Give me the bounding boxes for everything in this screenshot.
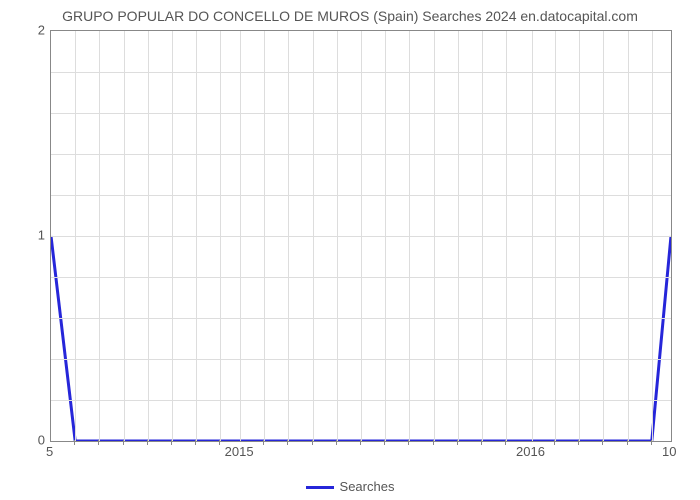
x-axis-minor-tick: [336, 440, 337, 445]
grid-line-vertical-minor: [458, 31, 459, 441]
x-axis-minor-tick: [481, 440, 482, 445]
x-axis-minor-tick: [433, 440, 434, 445]
grid-line-vertical-minor: [628, 31, 629, 441]
grid-line-vertical-minor: [361, 31, 362, 441]
chart-legend: Searches: [0, 479, 700, 494]
grid-line-vertical-minor: [652, 31, 653, 441]
x-axis-corner-left: 5: [46, 444, 53, 459]
y-axis-tick-label: 0: [38, 433, 45, 448]
x-axis-minor-tick: [602, 440, 603, 445]
grid-line-vertical: [532, 31, 533, 441]
grid-line-vertical: [240, 31, 241, 441]
grid-line-vertical-minor: [579, 31, 580, 441]
grid-line-vertical-minor: [172, 31, 173, 441]
grid-line-vertical-minor: [196, 31, 197, 441]
x-axis-minor-tick: [627, 440, 628, 445]
grid-line-vertical-minor: [434, 31, 435, 441]
y-axis-tick-label: 2: [38, 23, 45, 38]
x-axis-minor-tick: [408, 440, 409, 445]
x-axis-minor-tick: [195, 440, 196, 445]
x-axis-minor-tick: [457, 440, 458, 445]
grid-line-vertical-minor: [124, 31, 125, 441]
x-axis-tick-label: 2016: [516, 444, 545, 459]
grid-line-vertical-minor: [313, 31, 314, 441]
x-axis-minor-tick: [312, 440, 313, 445]
grid-line-vertical-minor: [337, 31, 338, 441]
x-axis-minor-tick: [219, 440, 220, 445]
grid-line-vertical-minor: [264, 31, 265, 441]
plot-area: [50, 30, 672, 442]
grid-line-vertical-minor: [385, 31, 386, 441]
chart-title: GRUPO POPULAR DO CONCELLO DE MUROS (Spai…: [0, 8, 700, 24]
x-axis-minor-tick: [578, 440, 579, 445]
x-axis-minor-tick: [384, 440, 385, 445]
grid-line-vertical-minor: [288, 31, 289, 441]
grid-line-vertical-minor: [99, 31, 100, 441]
grid-line-vertical-minor: [506, 31, 507, 441]
x-axis-tick-label: 2015: [225, 444, 254, 459]
x-axis-minor-tick: [147, 440, 148, 445]
grid-line-vertical-minor: [148, 31, 149, 441]
x-axis-minor-tick: [651, 440, 652, 445]
x-axis-minor-tick: [505, 440, 506, 445]
x-axis-minor-tick: [74, 440, 75, 445]
x-axis-minor-tick: [360, 440, 361, 445]
x-axis-minor-tick: [123, 440, 124, 445]
grid-line-vertical-minor: [220, 31, 221, 441]
grid-line-vertical-minor: [409, 31, 410, 441]
legend-label: Searches: [340, 479, 395, 494]
x-axis-minor-tick: [554, 440, 555, 445]
grid-line-vertical-minor: [603, 31, 604, 441]
x-axis-minor-tick: [98, 440, 99, 445]
x-axis-corner-right: 10: [662, 444, 676, 459]
x-axis-minor-tick: [287, 440, 288, 445]
grid-line-vertical-minor: [482, 31, 483, 441]
x-axis-minor-tick: [171, 440, 172, 445]
grid-line-vertical-minor: [555, 31, 556, 441]
y-axis-tick-label: 1: [38, 228, 45, 243]
grid-line-vertical-minor: [75, 31, 76, 441]
x-axis-minor-tick: [263, 440, 264, 445]
legend-swatch: [306, 486, 334, 489]
line-chart: GRUPO POPULAR DO CONCELLO DE MUROS (Spai…: [0, 0, 700, 500]
